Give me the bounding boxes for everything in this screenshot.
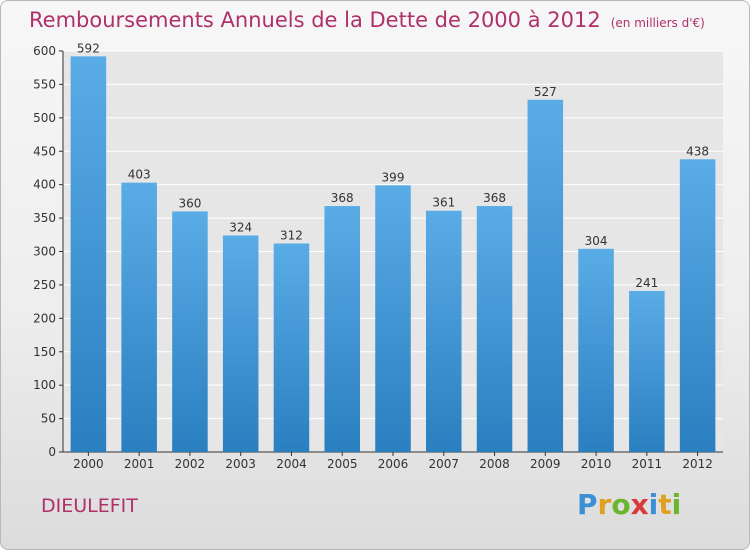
x-tick-label: 2003 bbox=[225, 457, 256, 471]
y-tick-label: 50 bbox=[41, 412, 56, 426]
logo-letter: x bbox=[630, 488, 649, 521]
x-tick-label: 2009 bbox=[530, 457, 561, 471]
data-label: 438 bbox=[686, 144, 709, 158]
logo-letter: o bbox=[611, 488, 631, 521]
data-label: 368 bbox=[331, 191, 354, 205]
y-tick-label: 300 bbox=[33, 245, 56, 259]
bar-2003 bbox=[222, 235, 259, 452]
data-label: 304 bbox=[585, 234, 608, 248]
y-tick-label: 550 bbox=[33, 77, 56, 91]
y-tick-label: 200 bbox=[33, 311, 56, 325]
bar-2007 bbox=[426, 210, 462, 452]
logo-letter: P bbox=[577, 488, 598, 521]
x-tick-label: 2010 bbox=[581, 457, 612, 471]
logo-letter: r bbox=[597, 488, 612, 521]
y-tick-label: 350 bbox=[33, 211, 56, 225]
x-tick-label: 2002 bbox=[175, 457, 206, 471]
logo-letter: i bbox=[648, 488, 659, 521]
x-tick-label: 2006 bbox=[378, 457, 409, 471]
y-tick-label: 250 bbox=[33, 278, 56, 292]
bar-2004 bbox=[273, 243, 310, 452]
x-tick-label: 2004 bbox=[276, 457, 307, 471]
data-label: 361 bbox=[432, 196, 455, 210]
x-tick-label: 2012 bbox=[682, 457, 713, 471]
x-tick-label: 2001 bbox=[124, 457, 155, 471]
logo-letter: t bbox=[658, 488, 672, 521]
bar-2008 bbox=[476, 206, 513, 452]
chart-title-text: Remboursements Annuels de la Dette de 20… bbox=[29, 8, 601, 32]
x-tick-label: 2008 bbox=[479, 457, 510, 471]
data-label: 403 bbox=[128, 168, 151, 182]
y-tick-label: 450 bbox=[33, 144, 56, 158]
chart-subtitle: (en milliers d'€) bbox=[610, 16, 705, 30]
y-tick-label: 600 bbox=[33, 44, 56, 58]
data-label: 324 bbox=[229, 220, 252, 234]
bar-2010 bbox=[578, 248, 614, 452]
proxiti-logo: Proxiti bbox=[577, 488, 681, 521]
logo-letter: i bbox=[671, 488, 682, 521]
x-tick-label: 2005 bbox=[327, 457, 358, 471]
data-label: 527 bbox=[534, 85, 557, 99]
commune-name: DIEULEFIT bbox=[41, 495, 138, 517]
chart-title: Remboursements Annuels de la Dette de 20… bbox=[29, 8, 705, 32]
bar-2006 bbox=[375, 185, 411, 452]
y-tick-label: 150 bbox=[33, 345, 56, 359]
data-label: 241 bbox=[635, 276, 658, 290]
bar-2002 bbox=[172, 211, 208, 452]
y-tick-label: 0 bbox=[48, 445, 56, 459]
x-tick-label: 2000 bbox=[73, 457, 104, 471]
data-label: 592 bbox=[77, 41, 100, 55]
bar-2011 bbox=[629, 290, 665, 452]
x-tick-label: 2007 bbox=[428, 457, 459, 471]
bar-2000 bbox=[70, 56, 107, 452]
data-label: 399 bbox=[382, 170, 405, 184]
x-tick-label: 2011 bbox=[632, 457, 663, 471]
bar-2005 bbox=[324, 206, 360, 452]
data-label: 312 bbox=[280, 228, 303, 242]
bar-2001 bbox=[121, 182, 157, 452]
y-tick-label: 500 bbox=[33, 111, 56, 125]
y-tick-label: 100 bbox=[33, 378, 56, 392]
data-label: 368 bbox=[483, 191, 506, 205]
bar-2012 bbox=[679, 159, 716, 452]
y-tick-label: 400 bbox=[33, 178, 56, 192]
data-label: 360 bbox=[178, 196, 201, 210]
bar-2009 bbox=[527, 99, 564, 452]
